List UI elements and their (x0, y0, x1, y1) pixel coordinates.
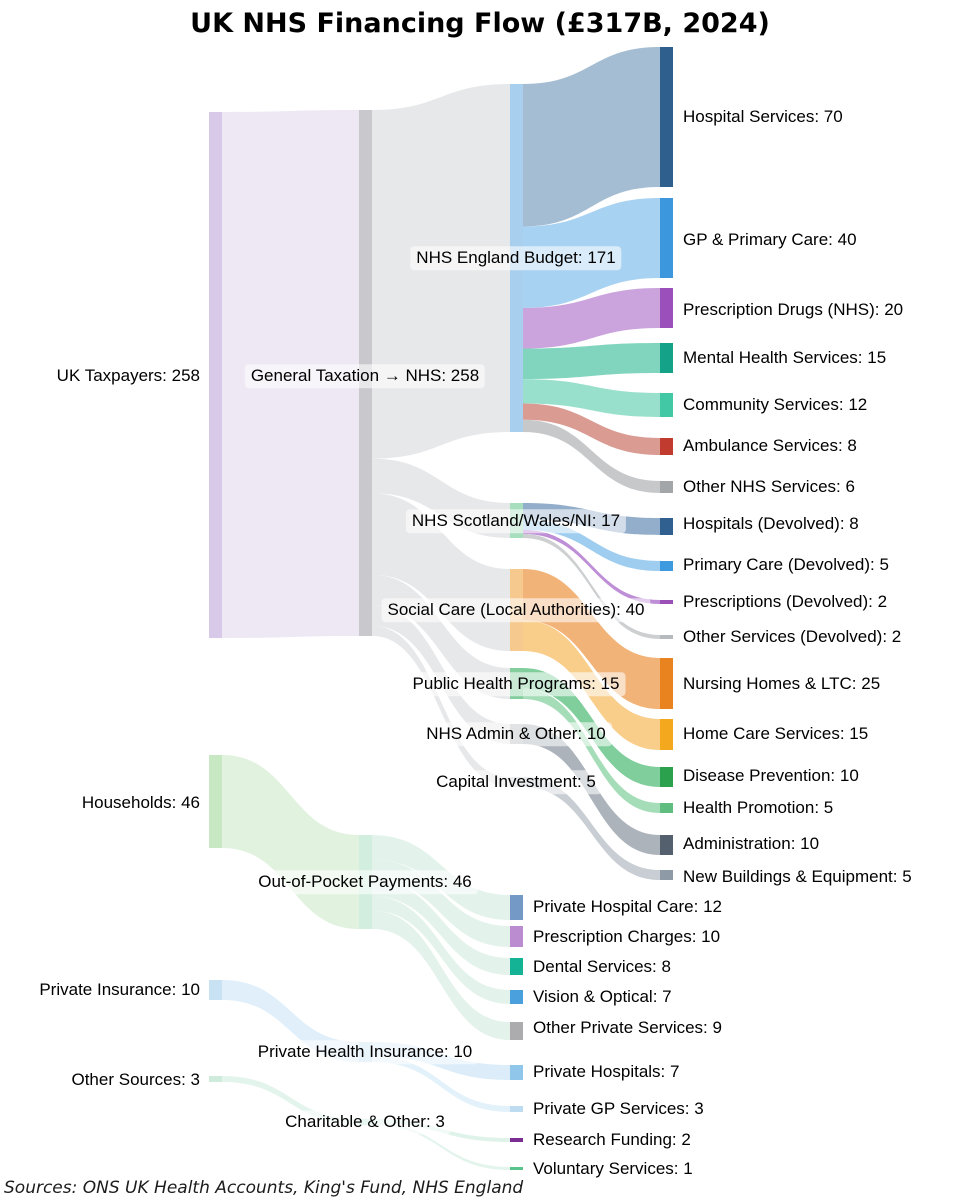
flow-gen_tax-to-capital (372, 625, 510, 787)
label-disease: Disease Prevention: 10 (683, 766, 859, 786)
node-ambulance (660, 438, 673, 455)
label-homecare: Home Care Services: 15 (683, 724, 869, 744)
flow-public_health-to-health_prom (523, 688, 660, 813)
flow-oop-to-dental (372, 879, 510, 975)
node-rx_dev (660, 600, 673, 604)
label-capital: Capital Investment: 5 (430, 770, 602, 794)
label-pc_dev: Primary Care (Devolved): 5 (683, 555, 889, 575)
node-dental (510, 958, 523, 975)
label-uk_taxpayers: UK Taxpayers: 258 (56, 366, 200, 386)
label-priv_gp: Private GP Services: 3 (533, 1099, 704, 1119)
node-rx_charges (510, 926, 523, 947)
label-mental: Mental Health Services: 15 (683, 348, 887, 368)
node-health_prom (660, 803, 673, 813)
node-pc_dev (660, 561, 673, 571)
label-rx_dev: Prescriptions (Devolved): 2 (683, 592, 888, 612)
label-health_prom: Health Promotion: 5 (683, 798, 834, 818)
node-homecare (660, 719, 673, 750)
label-rx_nhs: Prescription Drugs (NHS): 20 (683, 300, 904, 320)
flow-nhse-to-rx_nhs (523, 288, 660, 349)
flow-oop-to-vision (372, 896, 510, 1004)
chart-title: UK NHS Financing Flow (£317B, 2024) (190, 8, 770, 39)
node-other_priv (510, 1022, 523, 1040)
flow-charitable-to-voluntary (372, 1123, 510, 1170)
node-rx_nhs (660, 288, 673, 328)
node-newbuild (660, 870, 673, 880)
flow-nhse-to-mental (523, 343, 660, 380)
label-dental: Dental Services: 8 (533, 957, 671, 977)
label-ambulance: Ambulance Services: 8 (683, 436, 857, 456)
label-social_care: Social Care (Local Authorities): 40 (381, 598, 651, 622)
label-phi: Private Health Insurance: 10 (251, 1040, 479, 1064)
flow-nhse-to-ambulance (523, 403, 660, 455)
label-admin_o: NHS Admin & Other: 10 (420, 722, 612, 746)
flow-scotland-to-rx_dev (523, 529, 660, 604)
node-priv_gp (510, 1106, 523, 1112)
flow-nhse-to-other_nhs (523, 419, 660, 493)
label-public_health: Public Health Programs: 15 (406, 672, 626, 696)
flow-gen_tax-to-nhse (372, 84, 510, 459)
label-other_nhs: Other NHS Services: 6 (683, 477, 855, 497)
flow-other_sources-to-charitable (222, 1076, 359, 1125)
node-gp (660, 198, 673, 278)
node-research (510, 1138, 523, 1142)
label-administration: Administration: 10 (683, 834, 820, 854)
node-other_nhs (660, 481, 673, 493)
node-disease (660, 767, 673, 787)
label-vision: Vision & Optical: 7 (533, 987, 672, 1007)
label-gen_tax: General Taxation → NHS: 258 (244, 364, 486, 388)
label-charitable: Charitable & Other: 3 (279, 1110, 451, 1134)
label-rx_charges: Prescription Charges: 10 (533, 927, 721, 947)
node-p_hosp_care (510, 895, 523, 920)
label-gp: GP & Primary Care: 40 (683, 230, 857, 250)
label-oop: Out-of-Pocket Payments: 46 (252, 870, 478, 894)
flow-capital-to-newbuild (523, 777, 660, 880)
node-nursing (660, 658, 673, 709)
flow-phi-to-priv_gp (372, 1056, 510, 1112)
node-households (209, 755, 222, 848)
label-hosp_dev: Hospitals (Devolved): 8 (683, 514, 859, 534)
node-hosp_dev (660, 518, 673, 535)
node-private_insurance (209, 980, 222, 1000)
flow-nhse-to-hospital (523, 47, 660, 227)
label-private_insurance: Private Insurance: 10 (39, 980, 200, 1000)
label-other_sources: Other Sources: 3 (71, 1070, 200, 1090)
label-priv_hospitals: Private Hospitals: 7 (533, 1062, 680, 1082)
label-os_dev: Other Services (Devolved): 2 (683, 627, 902, 647)
label-newbuild: New Buildings & Equipment: 5 (683, 867, 912, 887)
node-uk_taxpayers (209, 112, 222, 638)
label-scotland: NHS Scotland/Wales/NI: 17 (405, 509, 627, 533)
node-priv_hospitals (510, 1065, 523, 1080)
flow-nhse-to-community (523, 379, 660, 417)
label-nursing: Nursing Homes & LTC: 25 (683, 674, 881, 694)
node-other_sources (209, 1076, 222, 1082)
sources-note: Sources: ONS UK Health Accounts, King's … (4, 1178, 524, 1198)
node-community (660, 393, 673, 417)
node-os_dev (660, 635, 673, 639)
label-hospital: Hospital Services: 70 (683, 107, 843, 127)
node-hospital (660, 47, 673, 187)
flow-households-to-oop (222, 755, 359, 929)
flow-oop-to-other_priv (372, 910, 510, 1040)
label-other_priv: Other Private Services: 9 (533, 1018, 722, 1038)
label-voluntary: Voluntary Services: 1 (533, 1159, 693, 1179)
label-nhse: NHS England Budget: 171 (410, 246, 622, 270)
node-voluntary (510, 1167, 523, 1170)
flow-scotland-to-os_dev (523, 533, 660, 639)
label-households: Households: 46 (81, 793, 200, 813)
node-administration (660, 835, 673, 855)
node-mental (660, 343, 673, 373)
label-community: Community Services: 12 (683, 395, 868, 415)
label-research: Research Funding: 2 (533, 1130, 691, 1150)
label-p_hosp_care: Private Hospital Care: 12 (533, 897, 722, 917)
node-vision (510, 990, 523, 1004)
